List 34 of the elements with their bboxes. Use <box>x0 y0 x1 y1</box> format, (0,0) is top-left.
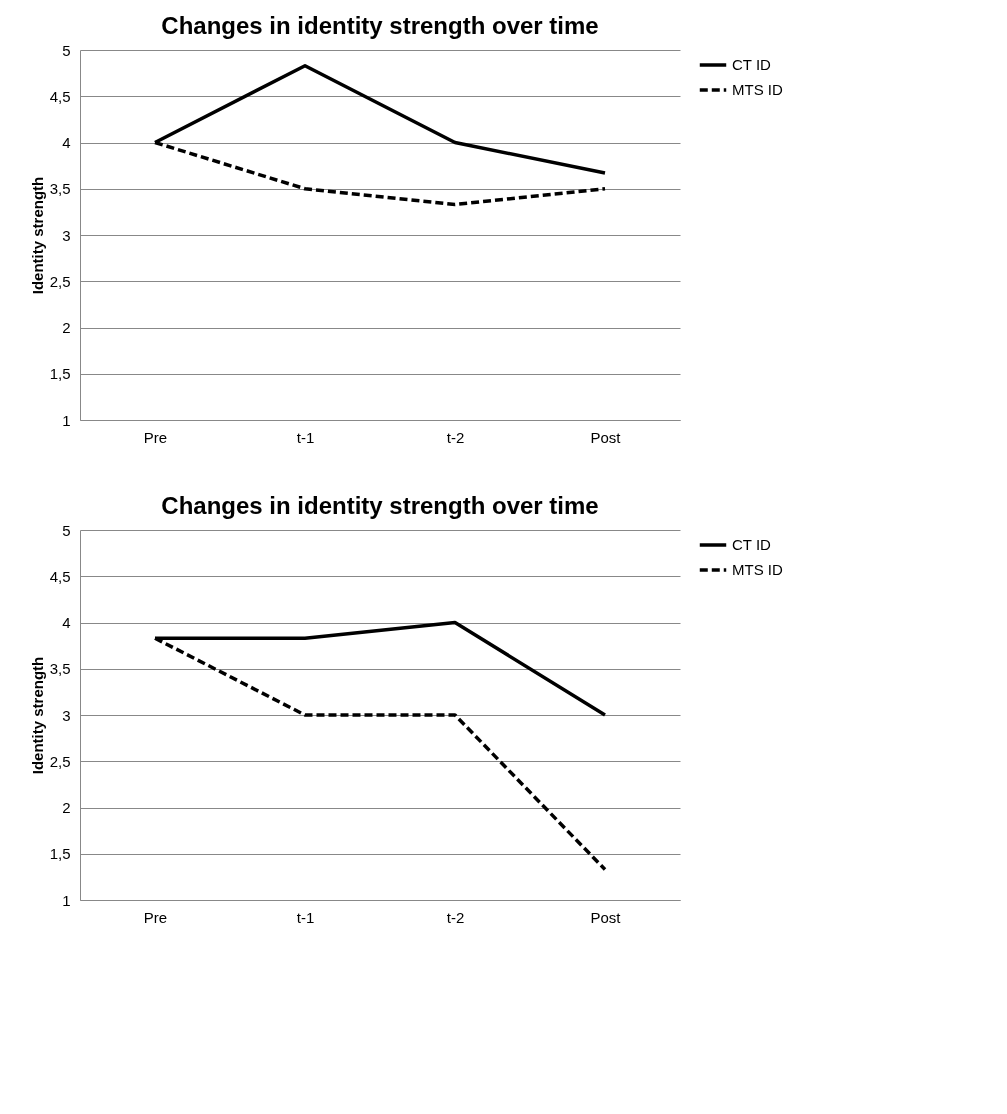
y-tick-label: 3 <box>62 706 71 724</box>
chart-title: Changes in identity strength over time <box>161 492 599 519</box>
y-tick-label: 1 <box>62 411 71 429</box>
y-tick-label: 2,5 <box>49 272 71 290</box>
x-tick-label: t-2 <box>446 908 465 926</box>
x-tick-label: t-1 <box>296 428 315 446</box>
y-tick-label: 4,5 <box>49 87 71 105</box>
legend-label: MTS ID <box>732 81 783 98</box>
chart-title: Changes in identity strength over time <box>161 12 599 39</box>
y-tick-label: 1,5 <box>49 365 71 383</box>
y-tick-label: 3 <box>62 226 71 244</box>
legend-label: MTS ID <box>732 561 783 578</box>
x-tick-label: Pre <box>143 428 168 446</box>
x-tick-label: t-1 <box>296 908 315 926</box>
y-tick-label: 4,5 <box>49 567 71 585</box>
y-tick-label: 1,5 <box>49 845 71 863</box>
y-tick-label: 3,5 <box>49 180 71 198</box>
legend-label: CT ID <box>732 56 772 73</box>
legend-label: CT ID <box>732 536 772 553</box>
x-tick-label: Pre <box>143 908 168 926</box>
x-tick-label: Post <box>590 428 622 446</box>
x-tick-label: Post <box>590 908 622 926</box>
y-tick-label: 1 <box>62 891 71 909</box>
y-tick-label: 2,5 <box>49 752 71 770</box>
y-axis-title: Identity strength <box>28 176 46 295</box>
y-axis-title: Identity strength <box>28 656 46 775</box>
y-tick-label: 2 <box>62 799 71 816</box>
y-tick-label: 5 <box>62 41 71 59</box>
y-tick-label: 4 <box>62 134 71 151</box>
x-tick-label: t-2 <box>446 428 465 446</box>
y-tick-label: 3,5 <box>49 660 71 678</box>
y-tick-label: 2 <box>62 319 71 336</box>
y-tick-label: 4 <box>62 614 71 631</box>
y-tick-label: 5 <box>62 521 71 539</box>
